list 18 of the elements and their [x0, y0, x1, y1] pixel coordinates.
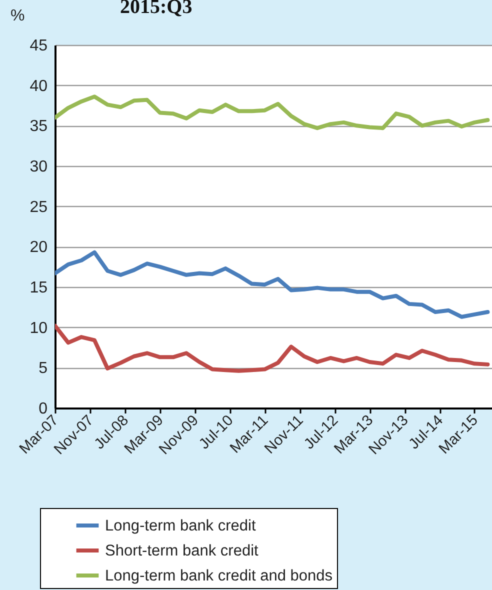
y-tick-label: 45 — [30, 38, 48, 54]
chart-title: 2015:Q3 — [120, 0, 192, 18]
line-series — [55, 324, 490, 373]
legend-label: Long-term bank credit and bonds — [105, 568, 333, 584]
y-tick-label: 25 — [30, 198, 48, 216]
y-tick-label: 15 — [30, 280, 48, 296]
y-tick-label: 35 — [30, 118, 48, 136]
legend-label: Long-term bank credit — [105, 518, 256, 534]
line-series — [55, 250, 490, 319]
y-axis-title: % — [10, 8, 25, 24]
y-tick-label: 40 — [30, 78, 48, 95]
y-tick-label: 0 — [38, 400, 48, 418]
y-tick-label: 30 — [30, 158, 48, 176]
y-tick-label: 5 — [38, 360, 48, 378]
line-series — [55, 94, 490, 130]
legend-label: Short-term bank credit — [105, 542, 260, 560]
y-tick-label: 10 — [30, 320, 48, 337]
y-tick-label: 20 — [30, 239, 48, 256]
